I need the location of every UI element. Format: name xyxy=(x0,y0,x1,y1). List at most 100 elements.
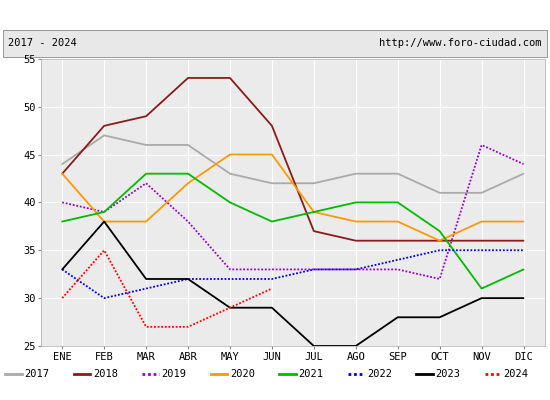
2020 xyxy=(353,219,359,224)
2017 xyxy=(353,171,359,176)
2017 xyxy=(59,162,65,166)
2021 xyxy=(520,267,527,272)
2018 xyxy=(436,238,443,243)
2023 xyxy=(143,276,150,281)
2019 xyxy=(436,276,443,281)
2022 xyxy=(353,267,359,272)
2020 xyxy=(436,238,443,243)
2021 xyxy=(311,210,317,214)
2023 xyxy=(311,344,317,348)
2021 xyxy=(353,200,359,205)
2018 xyxy=(101,124,107,128)
2023 xyxy=(394,315,401,320)
2022 xyxy=(227,276,233,281)
2023 xyxy=(268,305,275,310)
2018 xyxy=(59,171,65,176)
2023 xyxy=(478,296,485,300)
2022 xyxy=(520,248,527,253)
2020 xyxy=(520,219,527,224)
Line: 2023: 2023 xyxy=(62,222,524,346)
2017 xyxy=(143,142,150,147)
2022 xyxy=(143,286,150,291)
2021 xyxy=(101,210,107,214)
2022 xyxy=(311,267,317,272)
2018 xyxy=(353,238,359,243)
2017 xyxy=(185,142,191,147)
2018 xyxy=(143,114,150,119)
2017 xyxy=(227,171,233,176)
2017 xyxy=(520,171,527,176)
2019 xyxy=(268,267,275,272)
2020 xyxy=(268,152,275,157)
2022 xyxy=(268,276,275,281)
2021 xyxy=(436,229,443,234)
2020 xyxy=(227,152,233,157)
2017 xyxy=(101,133,107,138)
Text: 2019: 2019 xyxy=(162,369,186,379)
2019 xyxy=(311,267,317,272)
Text: Evolucion del paro registrado en Pozo-Lorente: Evolucion del paro registrado en Pozo-Lo… xyxy=(78,8,472,22)
Line: 2024: 2024 xyxy=(62,250,272,327)
2021 xyxy=(185,171,191,176)
2017 xyxy=(268,181,275,186)
2023 xyxy=(227,305,233,310)
2019 xyxy=(520,162,527,166)
Line: 2022: 2022 xyxy=(62,250,524,298)
2022 xyxy=(185,276,191,281)
2020 xyxy=(101,219,107,224)
2020 xyxy=(311,210,317,214)
2017 xyxy=(436,190,443,195)
2020 xyxy=(59,171,65,176)
2024 xyxy=(185,324,191,329)
2023 xyxy=(59,267,65,272)
2019 xyxy=(185,219,191,224)
2019 xyxy=(394,267,401,272)
2023 xyxy=(436,315,443,320)
Line: 2018: 2018 xyxy=(62,78,524,241)
Line: 2021: 2021 xyxy=(62,174,524,288)
2018 xyxy=(268,124,275,128)
2019 xyxy=(227,267,233,272)
Text: 2021: 2021 xyxy=(298,369,323,379)
2019 xyxy=(101,210,107,214)
2024 xyxy=(59,296,65,300)
Text: 2018: 2018 xyxy=(93,369,118,379)
2018 xyxy=(520,238,527,243)
Text: 2022: 2022 xyxy=(367,369,392,379)
2018 xyxy=(227,76,233,80)
Text: http://www.foro-ciudad.com: http://www.foro-ciudad.com xyxy=(379,38,542,48)
2021 xyxy=(394,200,401,205)
2020 xyxy=(143,219,150,224)
2024 xyxy=(227,305,233,310)
2022 xyxy=(59,267,65,272)
2021 xyxy=(268,219,275,224)
2020 xyxy=(478,219,485,224)
2021 xyxy=(143,171,150,176)
Line: 2017: 2017 xyxy=(62,135,524,193)
2019 xyxy=(353,267,359,272)
2022 xyxy=(478,248,485,253)
2020 xyxy=(394,219,401,224)
2023 xyxy=(185,276,191,281)
2024 xyxy=(101,248,107,253)
2022 xyxy=(436,248,443,253)
2017 xyxy=(394,171,401,176)
Text: 2017 - 2024: 2017 - 2024 xyxy=(8,38,77,48)
2021 xyxy=(227,200,233,205)
2023 xyxy=(520,296,527,300)
2019 xyxy=(478,142,485,147)
2024 xyxy=(143,324,150,329)
2023 xyxy=(101,219,107,224)
Text: 2020: 2020 xyxy=(230,369,255,379)
2022 xyxy=(394,258,401,262)
Text: 2017: 2017 xyxy=(25,369,50,379)
Text: 2024: 2024 xyxy=(504,369,529,379)
2018 xyxy=(394,238,401,243)
2022 xyxy=(101,296,107,300)
Line: 2020: 2020 xyxy=(62,154,524,241)
2017 xyxy=(478,190,485,195)
2021 xyxy=(478,286,485,291)
2019 xyxy=(143,181,150,186)
2018 xyxy=(185,76,191,80)
Text: 2023: 2023 xyxy=(435,369,460,379)
